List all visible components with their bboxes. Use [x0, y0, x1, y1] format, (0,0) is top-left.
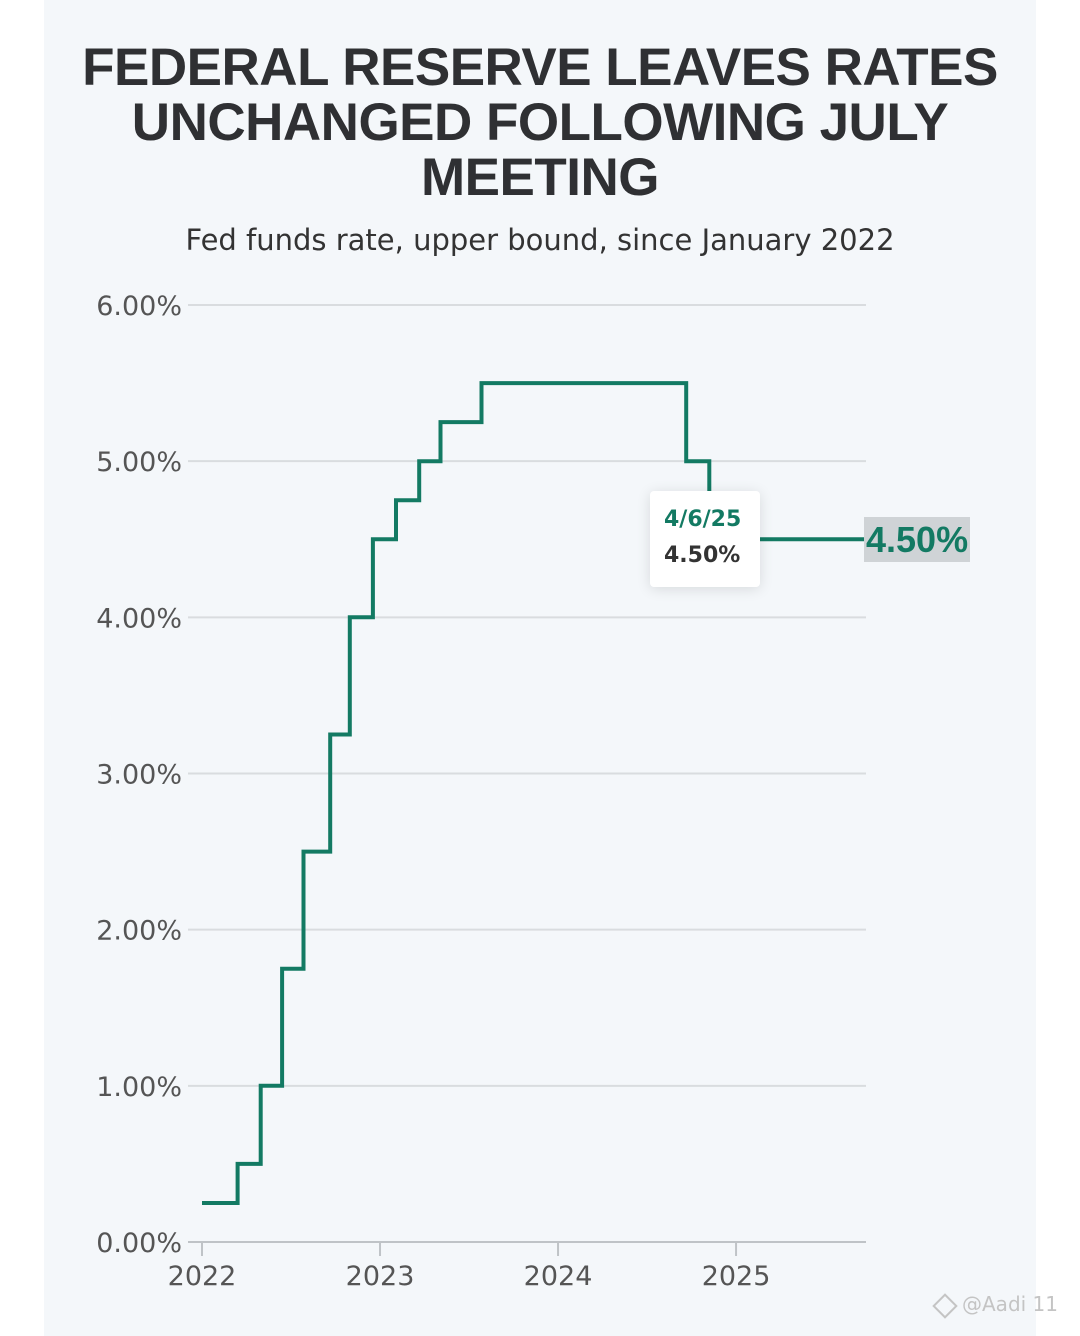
y-tick-label: 3.00%: [96, 760, 182, 791]
watermark: @Aadi 11: [932, 1292, 1058, 1319]
x-axis-ticks: 2022 2023 2024 2025: [168, 1242, 771, 1292]
y-tick-label: 1.00%: [96, 1072, 182, 1103]
watermark-logo-icon: [932, 1292, 958, 1319]
y-tick-label: 2.00%: [96, 916, 182, 947]
y-tick-label: 0.00%: [96, 1228, 182, 1259]
y-tick-label: 4.00%: [96, 603, 182, 634]
x-tick-label: 2023: [346, 1261, 415, 1292]
x-tick-label: 2022: [168, 1261, 237, 1292]
tooltip-date: 4/6/25: [664, 507, 742, 532]
y-tick-label: 5.00%: [96, 447, 182, 478]
chart-panel: [44, 0, 1036, 1336]
chart-subtitle: Fed funds rate, upper bound, since Janua…: [185, 223, 895, 257]
y-tick-label: 6.00%: [96, 291, 182, 322]
series-layer: [202, 381, 866, 1205]
watermark-text: @Aadi 11: [962, 1292, 1058, 1316]
x-tick-label: 2025: [702, 1261, 771, 1292]
x-tick-label: 2024: [524, 1261, 593, 1292]
tooltip-value: 4.50%: [664, 543, 741, 568]
y-axis-ticks: 0.00% 1.00% 2.00% 3.00% 4.00% 5.00% 6.00%: [96, 291, 182, 1259]
gridlines: [188, 304, 866, 1243]
chart-title: FEDERAL RESERVE LEAVES RATES UNCHANGED F…: [82, 38, 998, 207]
series-line: [202, 381, 866, 1205]
end-value-label: 4.50%: [864, 517, 971, 562]
hover-tooltip: 4/6/25 4.50%: [650, 491, 760, 587]
